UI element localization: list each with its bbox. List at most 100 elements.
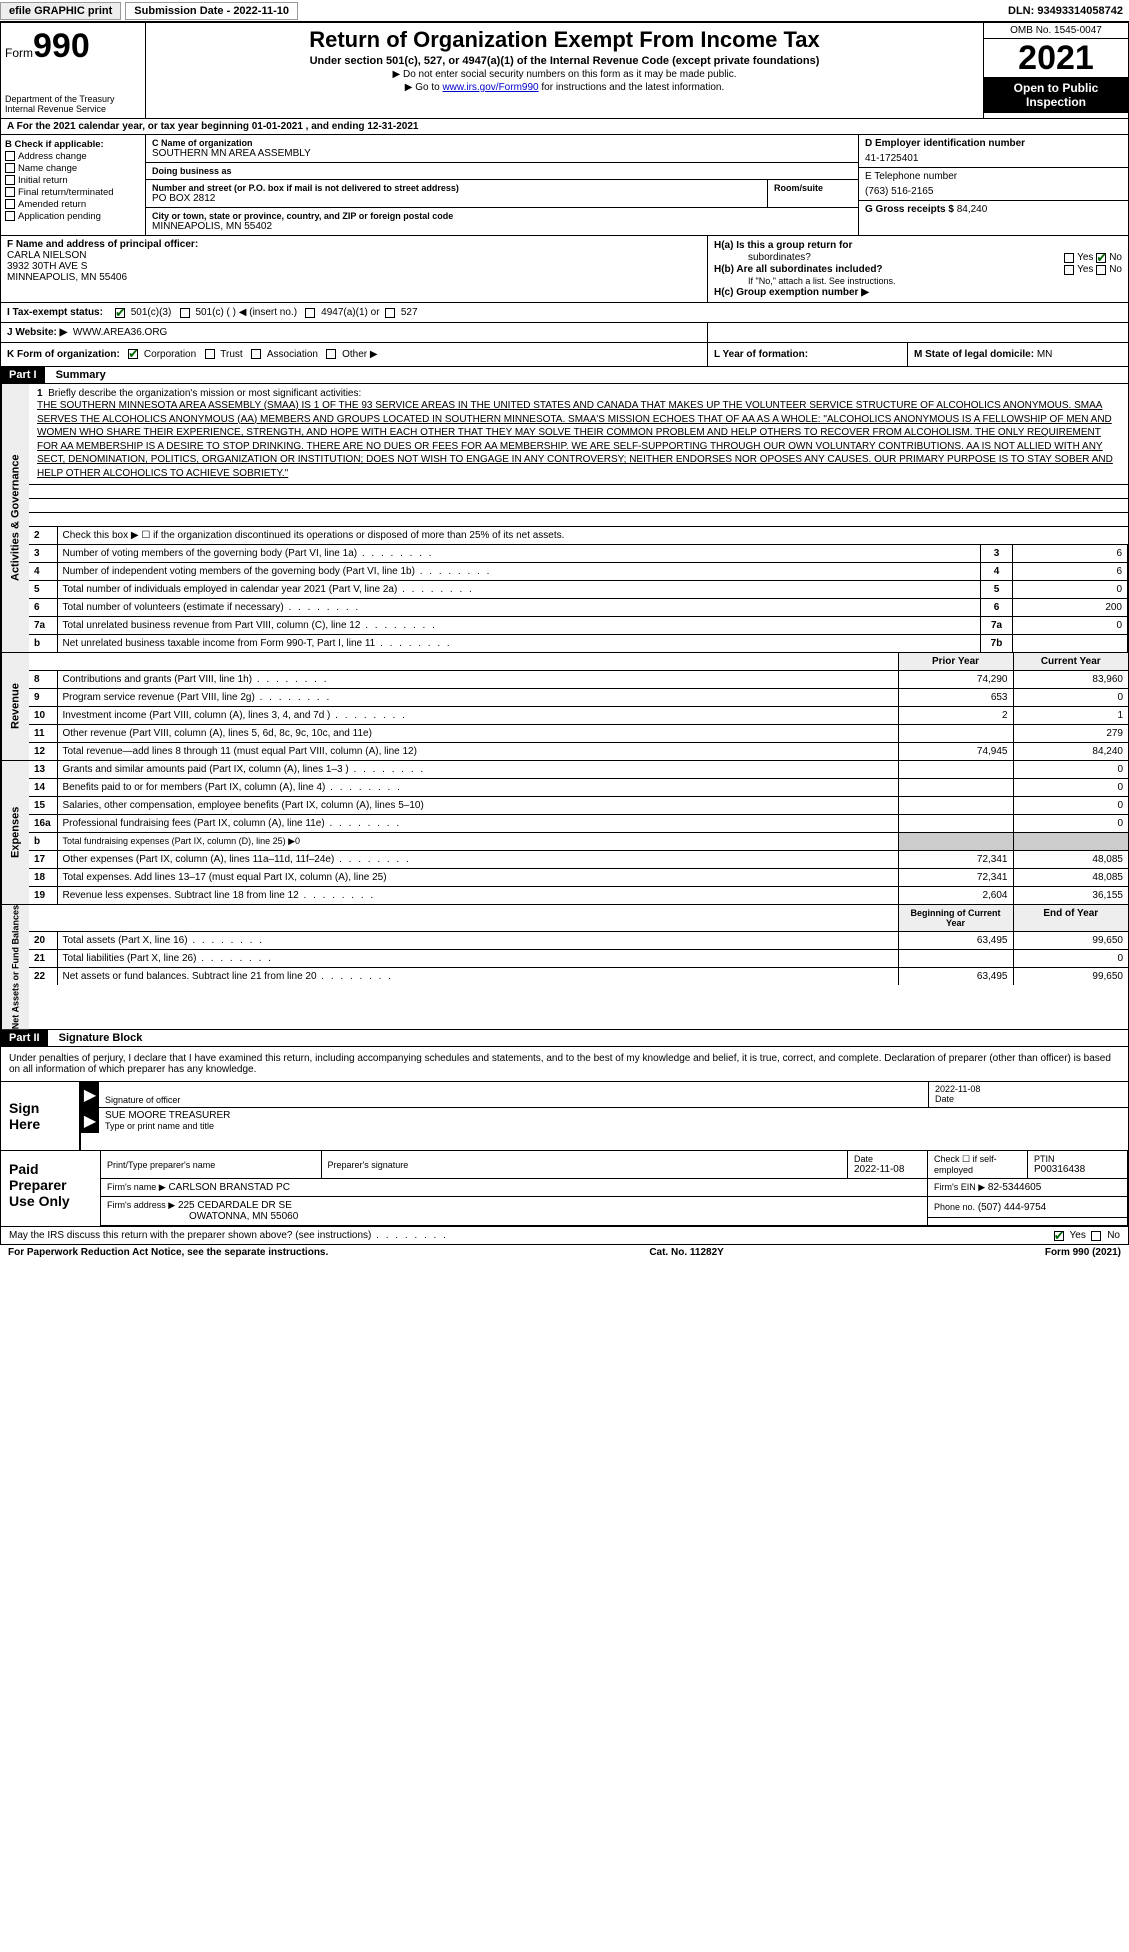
arrow-icon: ▶: [81, 1082, 99, 1107]
org-name: SOUTHERN MN AREA ASSEMBLY: [152, 148, 852, 159]
line8-prior: 74,290: [898, 671, 1013, 689]
form-title: Return of Organization Exempt From Incom…: [154, 27, 975, 53]
chk-initial-return[interactable]: Initial return: [5, 175, 141, 186]
open-to-public: Open to Public Inspection: [984, 77, 1128, 113]
ptin-label: PTIN: [1034, 1154, 1121, 1164]
ha-sub: subordinates?: [714, 252, 1064, 263]
discuss-yes-chk[interactable]: [1054, 1231, 1064, 1241]
line14-curr: 0: [1013, 779, 1128, 797]
officer-name-title: SUE MOORE TREASURER: [105, 1110, 1122, 1121]
sign-here-label: Sign Here: [1, 1082, 81, 1150]
section-governance: Activities & Governance 1 Briefly descri…: [0, 384, 1129, 653]
firm-addr2: OWATONNA, MN 55060: [107, 1211, 298, 1222]
form-ref: Form 990 (2021): [1045, 1247, 1121, 1258]
chk-trust[interactable]: [205, 349, 215, 359]
tax-year: 2021: [984, 39, 1128, 77]
chk-other[interactable]: [326, 349, 336, 359]
line11-text: Other revenue (Part VIII, column (A), li…: [63, 728, 372, 739]
state-domicile-label: M State of legal domicile:: [914, 349, 1034, 360]
irs-label: Internal Revenue Service: [5, 104, 141, 114]
expenses-table: 13Grants and similar amounts paid (Part …: [29, 761, 1128, 904]
tel-label: E Telephone number: [865, 171, 1122, 182]
paid-preparer-label: Paid Preparer Use Only: [1, 1151, 101, 1226]
efile-print-button[interactable]: efile GRAPHIC print: [0, 2, 121, 20]
row-k: K Form of organization: Corporation Trus…: [0, 343, 1129, 367]
street-label: Number and street (or P.O. box if mail i…: [152, 183, 761, 193]
chk-name-change[interactable]: Name change: [5, 163, 141, 174]
prep-date-label: Date: [854, 1154, 921, 1164]
form990-link[interactable]: www.irs.gov/Form990: [442, 82, 538, 93]
row-j: J Website: ▶ WWW.AREA36.ORG: [0, 323, 1129, 343]
side-netassets: Net Assets or Fund Balances: [1, 905, 29, 1029]
line9-prior: 653: [898, 689, 1013, 707]
org-name-label: C Name of organization: [152, 138, 852, 148]
hb-label: H(b) Are all subordinates included?: [714, 264, 883, 275]
arrow-icon: ▶: [81, 1108, 99, 1133]
signature-intro: Under penalties of perjury, I declare th…: [0, 1047, 1129, 1082]
officer-name: CARLA NIELSON: [7, 250, 701, 261]
ha-yes-chk[interactable]: [1064, 253, 1074, 263]
line20-begin: 63,495: [898, 932, 1013, 950]
firm-addr-label: Firm's address ▶: [107, 1200, 175, 1210]
line10-prior: 2: [898, 707, 1013, 725]
chk-527[interactable]: [385, 308, 395, 318]
signature-label: Signature of officer: [105, 1095, 922, 1105]
hb-no-chk[interactable]: [1096, 265, 1106, 275]
chk-application-pending[interactable]: Application pending: [5, 211, 141, 222]
mission-label: Briefly describe the organization's miss…: [48, 388, 361, 399]
date-label: Date: [935, 1094, 1122, 1104]
phone-label: Phone no.: [934, 1202, 975, 1212]
form-subtitle-2: ▶ Do not enter social security numbers o…: [154, 69, 975, 80]
line16a-curr: 0: [1013, 815, 1128, 833]
city-value: MINNEAPOLIS, MN 55402: [152, 221, 852, 232]
line16b-prior: [898, 833, 1013, 851]
chk-association[interactable]: [251, 349, 261, 359]
side-governance: Activities & Governance: [1, 384, 29, 652]
form-subtitle-3: ▶ Go to www.irs.gov/Form990 for instruct…: [154, 82, 975, 93]
line6-value: 200: [1013, 599, 1128, 617]
line11-curr: 279: [1013, 725, 1128, 743]
line8-text: Contributions and grants (Part VIII, lin…: [63, 674, 329, 685]
paid-preparer-table: Print/Type preparer's name Preparer's si…: [101, 1151, 1128, 1226]
blank-line: [29, 513, 1128, 527]
part1-header-row: Part I Summary: [0, 367, 1129, 384]
ein-value: 41-1725401: [865, 153, 1122, 164]
chk-501c3[interactable]: [115, 308, 125, 318]
part2-badge: Part II: [1, 1030, 48, 1046]
line15-prior: [898, 797, 1013, 815]
mission-text: THE SOUTHERN MINNESOTA AREA ASSEMBLY (SM…: [37, 400, 1113, 479]
line7b-text: Net unrelated business taxable income fr…: [63, 638, 452, 649]
prep-name-label: Print/Type preparer's name: [107, 1160, 315, 1170]
chk-final-return[interactable]: Final return/terminated: [5, 187, 141, 198]
line17-curr: 48,085: [1013, 851, 1128, 869]
ha-no-chk[interactable]: [1096, 253, 1106, 263]
street-value: PO BOX 2812: [152, 193, 761, 204]
section-revenue: Revenue Prior YearCurrent Year 8Contribu…: [0, 653, 1129, 761]
line19-curr: 36,155: [1013, 887, 1128, 905]
line21-end: 0: [1013, 950, 1128, 968]
chk-4947[interactable]: [305, 308, 315, 318]
discuss-no-chk[interactable]: [1091, 1231, 1101, 1241]
line5-value: 0: [1013, 581, 1128, 599]
irs-discuss-text: May the IRS discuss this return with the…: [9, 1230, 448, 1241]
chk-corporation[interactable]: [128, 349, 138, 359]
line17-prior: 72,341: [898, 851, 1013, 869]
state-domicile-value: MN: [1037, 349, 1053, 360]
firm-ein: 82-5344605: [988, 1182, 1041, 1193]
signature-date: 2022-11-08: [935, 1084, 1122, 1094]
chk-address-change[interactable]: Address change: [5, 151, 141, 162]
firm-name-label: Firm's name ▶: [107, 1182, 166, 1192]
line19-prior: 2,604: [898, 887, 1013, 905]
begin-year-hdr: Beginning of Current Year: [898, 905, 1013, 932]
line8-curr: 83,960: [1013, 671, 1128, 689]
prior-year-hdr: Prior Year: [898, 653, 1013, 671]
chk-amended-return[interactable]: Amended return: [5, 199, 141, 210]
line16b-text: Total fundraising expenses (Part IX, col…: [63, 836, 301, 846]
chk-501c[interactable]: [180, 308, 190, 318]
section-expenses: Expenses 13Grants and similar amounts pa…: [0, 761, 1129, 905]
line18-prior: 72,341: [898, 869, 1013, 887]
line17-text: Other expenses (Part IX, column (A), lin…: [63, 854, 411, 865]
firm-addr1: 225 CEDARDALE DR SE: [178, 1200, 292, 1211]
line18-text: Total expenses. Add lines 13–17 (must eq…: [63, 872, 387, 883]
hb-yes-chk[interactable]: [1064, 265, 1074, 275]
